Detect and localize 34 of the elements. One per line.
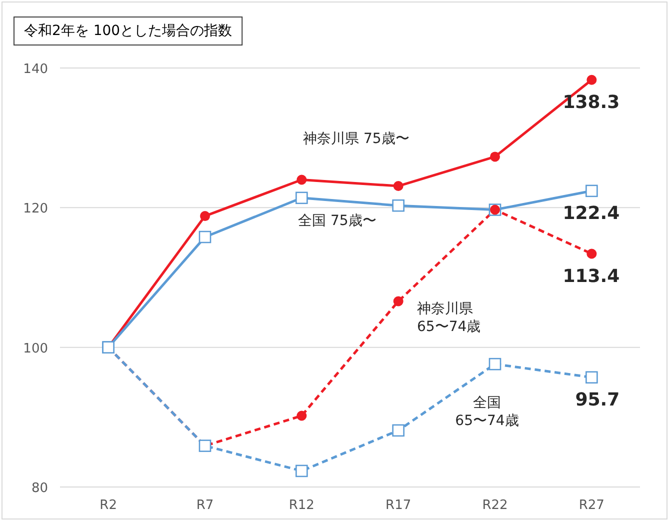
point [392, 424, 404, 437]
point [586, 248, 597, 259]
point [393, 181, 404, 192]
x-tick-label: R27 [578, 498, 604, 513]
x-tick-label: R12 [288, 498, 314, 513]
y-tick-label: 100 [23, 341, 48, 356]
y-tick-label: 80 [31, 481, 48, 496]
point [296, 410, 307, 421]
annotation: 全国 75歳〜 [298, 213, 376, 229]
x-tick-label: R17 [386, 498, 412, 513]
y-tick-label: 140 [23, 62, 48, 77]
point [200, 211, 210, 222]
data-label: 138.3 [562, 92, 620, 113]
point [296, 174, 307, 185]
point [296, 192, 308, 204]
point [586, 184, 598, 198]
data-label: 122.4 [562, 202, 620, 224]
x-tick-label: R7 [196, 498, 214, 513]
data-label: 95.7 [575, 389, 620, 410]
point [392, 199, 404, 212]
annotation: 全国 65〜74歳 [455, 395, 519, 429]
x-tick-label: R2 [100, 498, 117, 513]
point [490, 152, 500, 162]
point [393, 296, 404, 306]
point [198, 230, 212, 244]
annotation: 神奈川県 65〜74歳 [417, 301, 481, 335]
chart-title: 令和2年を 100とした場合の指数 [24, 23, 232, 39]
data-label: 113.4 [562, 266, 620, 287]
point [488, 358, 502, 370]
y-tick-label: 120 [23, 202, 48, 217]
point [586, 74, 597, 85]
x-tick-label: R22 [482, 498, 508, 513]
annotation: 神奈川県 75歳〜 [303, 131, 410, 147]
point [296, 464, 308, 478]
